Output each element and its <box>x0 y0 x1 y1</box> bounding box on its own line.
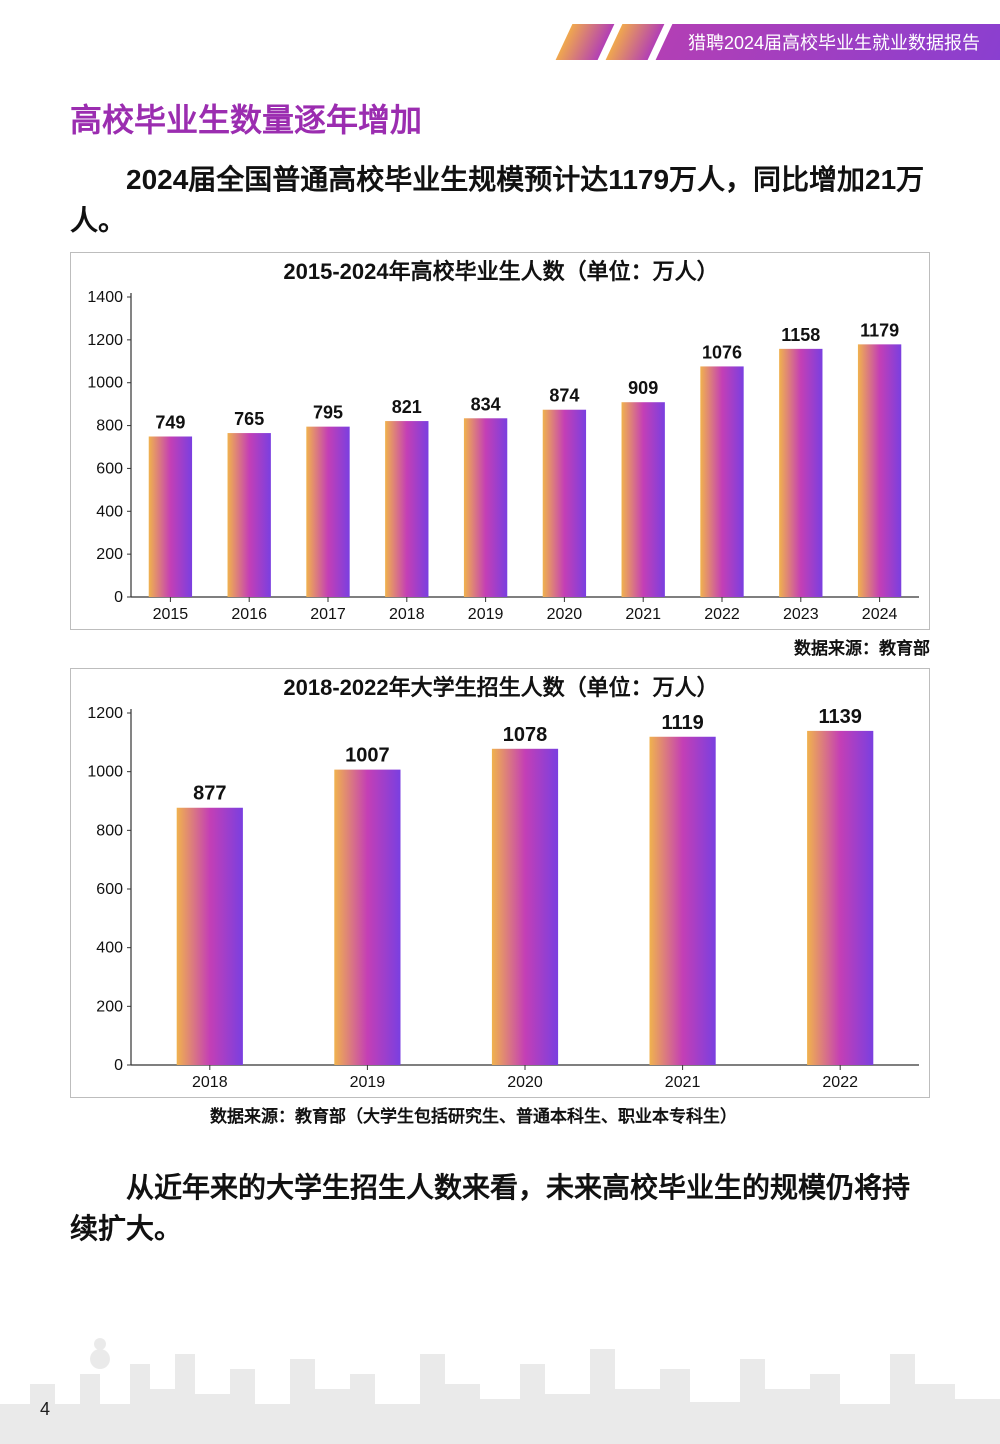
chart-graduates-source: 数据来源：教育部 <box>794 634 930 659</box>
bar <box>622 402 665 597</box>
x-tick-label: 2020 <box>507 1074 543 1091</box>
bar <box>385 421 428 597</box>
bar <box>334 770 400 1065</box>
x-tick-label: 2017 <box>310 606 346 623</box>
chart-enrollment-source: 数据来源：教育部（大学生包括研究生、普通本科生、职业本专科生） <box>210 1102 737 1127</box>
bar <box>779 349 822 597</box>
x-tick-label: 2019 <box>468 606 504 623</box>
y-tick-label: 600 <box>96 460 123 477</box>
y-tick-label: 1000 <box>87 764 123 781</box>
bar-value-label: 1119 <box>661 712 703 734</box>
skyline-decoration <box>0 1334 1000 1444</box>
page-title: 高校毕业生数量逐年增加 <box>70 95 422 141</box>
y-tick-label: 200 <box>96 998 123 1015</box>
bar-value-label: 1078 <box>503 724 548 746</box>
x-tick-label: 2022 <box>704 606 740 623</box>
bar-value-label: 834 <box>471 394 501 414</box>
chart-svg: 2015-2024年高校毕业生人数（单位：万人） 0 200 400 600 800 100… <box>71 253 931 631</box>
y-tick-label: 1200 <box>87 705 123 722</box>
x-tick-label: 2022 <box>822 1074 858 1091</box>
bar <box>306 427 349 597</box>
x-tick-label: 2021 <box>665 1074 701 1091</box>
chart-title: 2015-2024年高校毕业生人数（单位：万人） <box>283 259 718 284</box>
bar-value-label: 874 <box>549 386 579 406</box>
bar <box>464 418 507 597</box>
bar-value-label: 1139 <box>819 706 862 728</box>
y-tick-label: 800 <box>96 822 123 839</box>
x-tick-label: 2019 <box>350 1074 386 1091</box>
x-tick-label: 2018 <box>389 606 425 623</box>
page-number: 4 <box>40 1399 50 1420</box>
y-tick-label: 1400 <box>87 289 123 306</box>
bar <box>492 749 558 1065</box>
bar-value-label: 1076 <box>702 342 742 362</box>
bar-value-label: 877 <box>193 783 226 805</box>
bar <box>807 731 873 1065</box>
y-tick-label: 1200 <box>87 332 123 349</box>
bar-value-label: 909 <box>628 378 658 398</box>
y-tick-label: 0 <box>114 589 123 606</box>
outro-paragraph: 从近年来的大学生招生人数来看，未来高校毕业生的规模仍将持续扩大。 <box>70 1168 930 1249</box>
x-tick-label: 2023 <box>783 606 819 623</box>
bar-value-label: 1179 <box>860 320 899 340</box>
bar-value-label: 749 <box>155 413 185 433</box>
bar-value-label: 821 <box>392 397 422 417</box>
bar <box>177 808 243 1065</box>
chart-title: 2018-2022年大学生招生人数（单位：万人） <box>283 675 718 700</box>
x-tick-label: 2020 <box>547 606 583 623</box>
chart-enrollment: 2018-2022年大学生招生人数（单位：万人） 0 200 400 600 800 100… <box>70 668 930 1098</box>
x-tick-label: 2018 <box>192 1074 228 1091</box>
x-tick-label: 2015 <box>153 606 189 623</box>
header-label-text: 猎聘2024届高校毕业生就业数据报告 <box>688 29 980 55</box>
x-tick-label: 2016 <box>231 606 267 623</box>
header-stripe-1 <box>556 24 615 60</box>
y-tick-label: 1000 <box>87 375 123 392</box>
bar <box>228 433 271 597</box>
y-tick-label: 400 <box>96 503 123 520</box>
x-tick-label: 2021 <box>625 606 661 623</box>
y-tick-label: 200 <box>96 546 123 563</box>
y-tick-label: 600 <box>96 881 123 898</box>
y-tick-label: 0 <box>114 1057 123 1074</box>
header-stripe-2 <box>606 24 665 60</box>
intro-paragraph: 2024届全国普通高校毕业生规模预计达1179万人，同比增加21万人。 <box>70 160 930 241</box>
bar <box>700 366 743 597</box>
bar <box>149 437 192 598</box>
bar <box>543 410 586 597</box>
bar-value-label: 1007 <box>345 745 390 767</box>
bar-value-label: 1158 <box>781 325 820 345</box>
y-tick-label: 800 <box>96 418 123 435</box>
bar <box>858 344 901 597</box>
header-banner: 猎聘2024届高校毕业生就业数据报告 <box>564 24 1000 60</box>
bar-value-label: 765 <box>234 409 264 429</box>
y-tick-label: 400 <box>96 940 123 957</box>
x-tick-label: 2024 <box>862 606 898 623</box>
bar <box>650 737 716 1065</box>
header-label: 猎聘2024届高校毕业生就业数据报告 <box>656 24 1000 60</box>
chart-svg: 2018-2022年大学生招生人数（单位：万人） 0 200 400 600 800 100… <box>71 669 931 1099</box>
bar-value-label: 795 <box>313 403 343 423</box>
chart-graduates: 2015-2024年高校毕业生人数（单位：万人） 0 200 400 600 800 100… <box>70 252 930 630</box>
